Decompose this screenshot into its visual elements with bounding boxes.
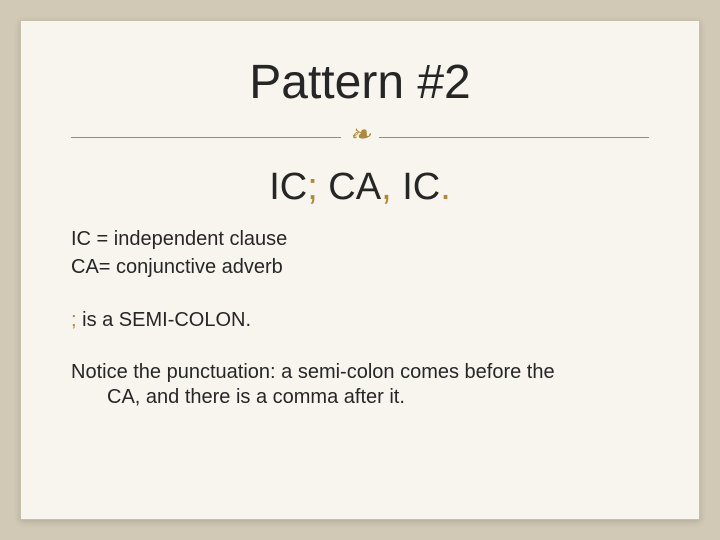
semicolon-rest: is a SEMI-COLON. <box>77 309 251 331</box>
formula-ic2: IC <box>392 166 441 208</box>
notice-line1: Notice the punctuation: a semi-colon com… <box>71 360 649 386</box>
spacer <box>71 334 649 360</box>
definition-ca: CA= conjunctive adverb <box>71 255 649 281</box>
divider-line-left <box>71 137 341 138</box>
formula-period: . <box>440 166 451 208</box>
semicolon-explanation: ; is a SEMI-COLON. <box>71 308 649 334</box>
notice-line2: CA, and there is a comma after it. <box>71 385 649 411</box>
spacer <box>71 282 649 308</box>
formula-ca: CA <box>318 166 381 208</box>
pattern-formula: IC; CA, IC. <box>71 166 649 209</box>
divider-line-right <box>379 137 649 138</box>
formula-ic1: IC <box>269 166 307 208</box>
slide-title: Pattern #2 <box>71 55 649 110</box>
flourish-icon: ❧ <box>349 122 371 148</box>
slide: Pattern #2 ❧ IC; CA, IC. IC = independen… <box>20 20 700 520</box>
formula-comma: , <box>381 166 392 208</box>
slide-body: IC = independent clause CA= conjunctive … <box>71 227 649 411</box>
formula-semicolon: ; <box>307 166 318 208</box>
definition-ic: IC = independent clause <box>71 227 649 253</box>
divider: ❧ <box>71 124 649 150</box>
